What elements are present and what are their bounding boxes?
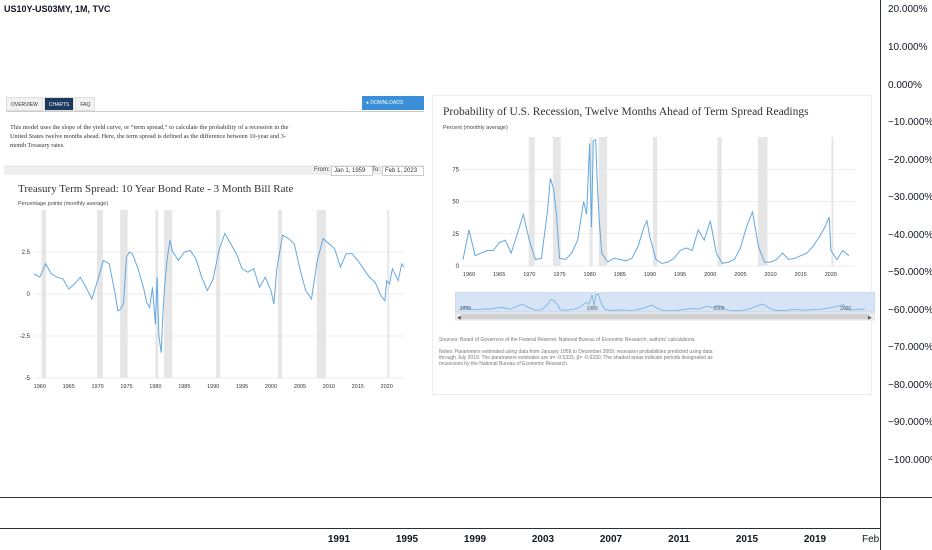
time-axis-label: 1999 — [463, 534, 487, 545]
x-tick-label: 2010 — [323, 384, 335, 390]
x-tick-label: 1965 — [63, 384, 75, 390]
parameters-note: Notes: Parameters estimated using data f… — [439, 349, 713, 367]
chart-navigator[interactable]: 1960 1980 2000 2020 ◀ ▶ — [455, 292, 875, 322]
y-tick-label: -5 — [25, 376, 31, 382]
tab-faq[interactable]: FAQ — [75, 97, 96, 111]
price-axis-label: −90.000% — [888, 417, 932, 428]
y-tick-label: -2.5 — [20, 334, 31, 340]
time-axis-separator — [0, 528, 880, 529]
series-line — [462, 138, 850, 264]
y-tick-label: 0 — [456, 264, 460, 270]
embedded-term-spread-panel: OVERVIEW CHARTS FAQ ● DOWNLOADS This mod… — [4, 95, 426, 395]
tab-charts[interactable]: CHARTS — [43, 97, 75, 111]
chart-title: Treasury Term Spread: 10 Year Bond Rate … — [18, 183, 294, 195]
price-axis-label: −80.000% — [888, 380, 932, 391]
price-axis-separator — [880, 0, 881, 550]
navigator-series-line — [458, 293, 865, 312]
tab-divider — [6, 111, 424, 112]
symbol-title: US10Y-US03MY, 1M, TVC — [4, 4, 111, 14]
tab-overview[interactable]: OVERVIEW — [6, 97, 43, 111]
embed-tabs: OVERVIEW CHARTS FAQ — [6, 97, 96, 111]
x-tick-label: 1960 — [463, 272, 475, 278]
navigator-label: 1980 — [587, 306, 598, 312]
embedded-recession-probability-panel: Probability of U.S. Recession, Twelve Mo… — [432, 95, 875, 395]
download-button[interactable]: ● DOWNLOADS — [362, 96, 424, 110]
from-date-input[interactable]: Jan 1, 1959 — [331, 166, 373, 176]
price-axis-label: 0.000% — [888, 80, 922, 91]
x-tick-label: 2005 — [734, 272, 746, 278]
scroll-left-arrow-icon: ◀ — [457, 315, 461, 321]
x-tick-label: 1985 — [614, 272, 626, 278]
price-axis-label: −50.000% — [888, 267, 932, 278]
x-tick-label: 2000 — [265, 384, 277, 390]
x-tick-label: 1980 — [584, 272, 596, 278]
x-tick-label: 2015 — [795, 272, 807, 278]
x-tick-label: 2020 — [381, 384, 393, 390]
to-label: To: — [372, 167, 381, 173]
navigator-label: 2020 — [840, 306, 851, 312]
time-axis-current-label: Feb — [862, 534, 880, 545]
to-date-input[interactable]: Feb 1, 2023 — [382, 166, 424, 176]
price-axis-label: −10.000% — [888, 117, 932, 128]
navigator-window — [455, 292, 875, 313]
x-tick-label: 2015 — [352, 384, 364, 390]
x-tick-label: 1990 — [644, 272, 656, 278]
navigator-scroll-thumb — [461, 314, 869, 319]
scroll-right-arrow-icon: ▶ — [868, 315, 872, 321]
series-line — [33, 232, 405, 353]
navigator-label: 2000 — [713, 306, 724, 312]
x-tick-label: 2020 — [825, 272, 837, 278]
y-tick-label: 0 — [27, 292, 31, 298]
time-axis-label: 1995 — [395, 534, 419, 545]
date-range-bar — [4, 165, 424, 175]
chart-subtitle: Percent (monthly average) — [443, 125, 508, 131]
y-tick-label: 2.5 — [22, 250, 31, 256]
x-tick-label: 1970 — [91, 384, 103, 390]
model-description: This model uses the slope of the yield c… — [10, 124, 289, 149]
time-axis-label: 2007 — [599, 534, 623, 545]
sources-note: Sources: Board of Governors of the Feder… — [439, 337, 696, 343]
time-axis-label: 2019 — [803, 534, 827, 545]
price-axis-label: −40.000% — [888, 230, 932, 241]
from-label: From: — [314, 167, 330, 173]
time-axis-label: 2003 — [531, 534, 555, 545]
navigator-label: 1960 — [460, 306, 471, 312]
x-tick-label: 1995 — [674, 272, 686, 278]
y-tick-label: 50 — [452, 200, 459, 206]
price-axis-label: −20.000% — [888, 155, 932, 166]
x-tick-label: 1975 — [553, 272, 565, 278]
price-axis-label: −30.000% — [888, 192, 932, 203]
x-tick-label: 2005 — [294, 384, 306, 390]
price-axis-label: 10.000% — [888, 42, 928, 53]
price-axis-label: 20.000% — [888, 4, 928, 15]
y-tick-label: 25 — [452, 232, 459, 238]
time-axis-label: 2015 — [735, 534, 759, 545]
x-tick-label: 2000 — [704, 272, 716, 278]
recession-probability-chart: 0 25 50 75 1960 1965 1970 1975 1980 1985 1990 1995 2… — [452, 137, 855, 278]
x-tick-label: 1995 — [236, 384, 248, 390]
x-tick-label: 1990 — [207, 384, 219, 390]
price-axis-label: −100.000% — [888, 455, 932, 466]
download-icon: ● — [366, 100, 370, 106]
time-axis-label: 1991 — [327, 534, 351, 545]
x-tick-label: 1985 — [178, 384, 190, 390]
x-tick-label: 1980 — [149, 384, 161, 390]
pane-separator[interactable] — [0, 497, 932, 498]
time-axis-label: 2011 — [668, 534, 690, 545]
price-axis-label: −70.000% — [888, 342, 932, 353]
x-tick-label: 1970 — [523, 272, 535, 278]
chart-subtitle: Percentage points (monthly average) — [18, 201, 109, 207]
price-axis-label: −60.000% — [888, 305, 932, 316]
x-tick-label: 1975 — [120, 384, 132, 390]
download-label: DOWNLOADS — [370, 100, 404, 106]
x-tick-label: 1960 — [34, 384, 46, 390]
x-tick-label: 1965 — [493, 272, 505, 278]
y-tick-label: 75 — [452, 167, 459, 173]
chart-title: Probability of U.S. Recession, Twelve Mo… — [443, 106, 809, 118]
x-tick-label: 2010 — [764, 272, 776, 278]
